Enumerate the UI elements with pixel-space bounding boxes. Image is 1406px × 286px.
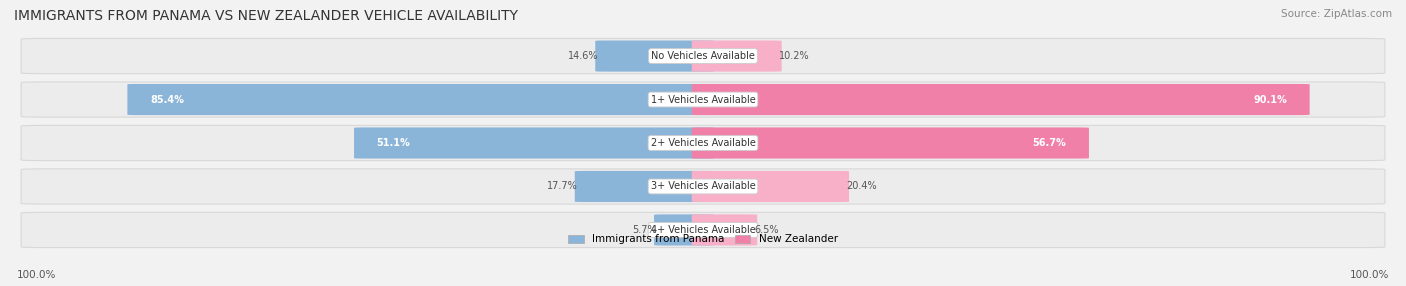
Text: 5.7%: 5.7% — [633, 225, 657, 235]
FancyBboxPatch shape — [21, 38, 1385, 74]
Text: 17.7%: 17.7% — [547, 182, 578, 191]
Text: 14.6%: 14.6% — [568, 51, 598, 61]
Text: 4+ Vehicles Available: 4+ Vehicles Available — [651, 225, 755, 235]
FancyBboxPatch shape — [692, 171, 849, 202]
FancyBboxPatch shape — [692, 84, 1309, 115]
Text: 6.5%: 6.5% — [755, 225, 779, 235]
Legend: Immigrants from Panama, New Zealander: Immigrants from Panama, New Zealander — [564, 230, 842, 249]
Text: 3+ Vehicles Available: 3+ Vehicles Available — [651, 182, 755, 191]
Text: 20.4%: 20.4% — [846, 182, 877, 191]
FancyBboxPatch shape — [21, 212, 1385, 248]
Text: No Vehicles Available: No Vehicles Available — [651, 51, 755, 61]
Text: 2+ Vehicles Available: 2+ Vehicles Available — [651, 138, 755, 148]
Text: 85.4%: 85.4% — [150, 95, 184, 104]
FancyBboxPatch shape — [354, 128, 714, 158]
Text: 10.2%: 10.2% — [779, 51, 810, 61]
Text: 56.7%: 56.7% — [1032, 138, 1066, 148]
FancyBboxPatch shape — [595, 41, 714, 72]
Text: IMMIGRANTS FROM PANAMA VS NEW ZEALANDER VEHICLE AVAILABILITY: IMMIGRANTS FROM PANAMA VS NEW ZEALANDER … — [14, 9, 517, 23]
FancyBboxPatch shape — [128, 84, 714, 115]
Text: 90.1%: 90.1% — [1253, 95, 1286, 104]
Text: Source: ZipAtlas.com: Source: ZipAtlas.com — [1281, 9, 1392, 19]
FancyBboxPatch shape — [654, 214, 714, 245]
Text: 51.1%: 51.1% — [377, 138, 411, 148]
FancyBboxPatch shape — [692, 214, 758, 245]
FancyBboxPatch shape — [575, 171, 714, 202]
FancyBboxPatch shape — [21, 169, 1385, 204]
Text: 1+ Vehicles Available: 1+ Vehicles Available — [651, 95, 755, 104]
FancyBboxPatch shape — [21, 125, 1385, 161]
FancyBboxPatch shape — [21, 82, 1385, 117]
Text: 100.0%: 100.0% — [1350, 270, 1389, 280]
Text: 100.0%: 100.0% — [17, 270, 56, 280]
FancyBboxPatch shape — [692, 128, 1088, 158]
FancyBboxPatch shape — [692, 41, 782, 72]
